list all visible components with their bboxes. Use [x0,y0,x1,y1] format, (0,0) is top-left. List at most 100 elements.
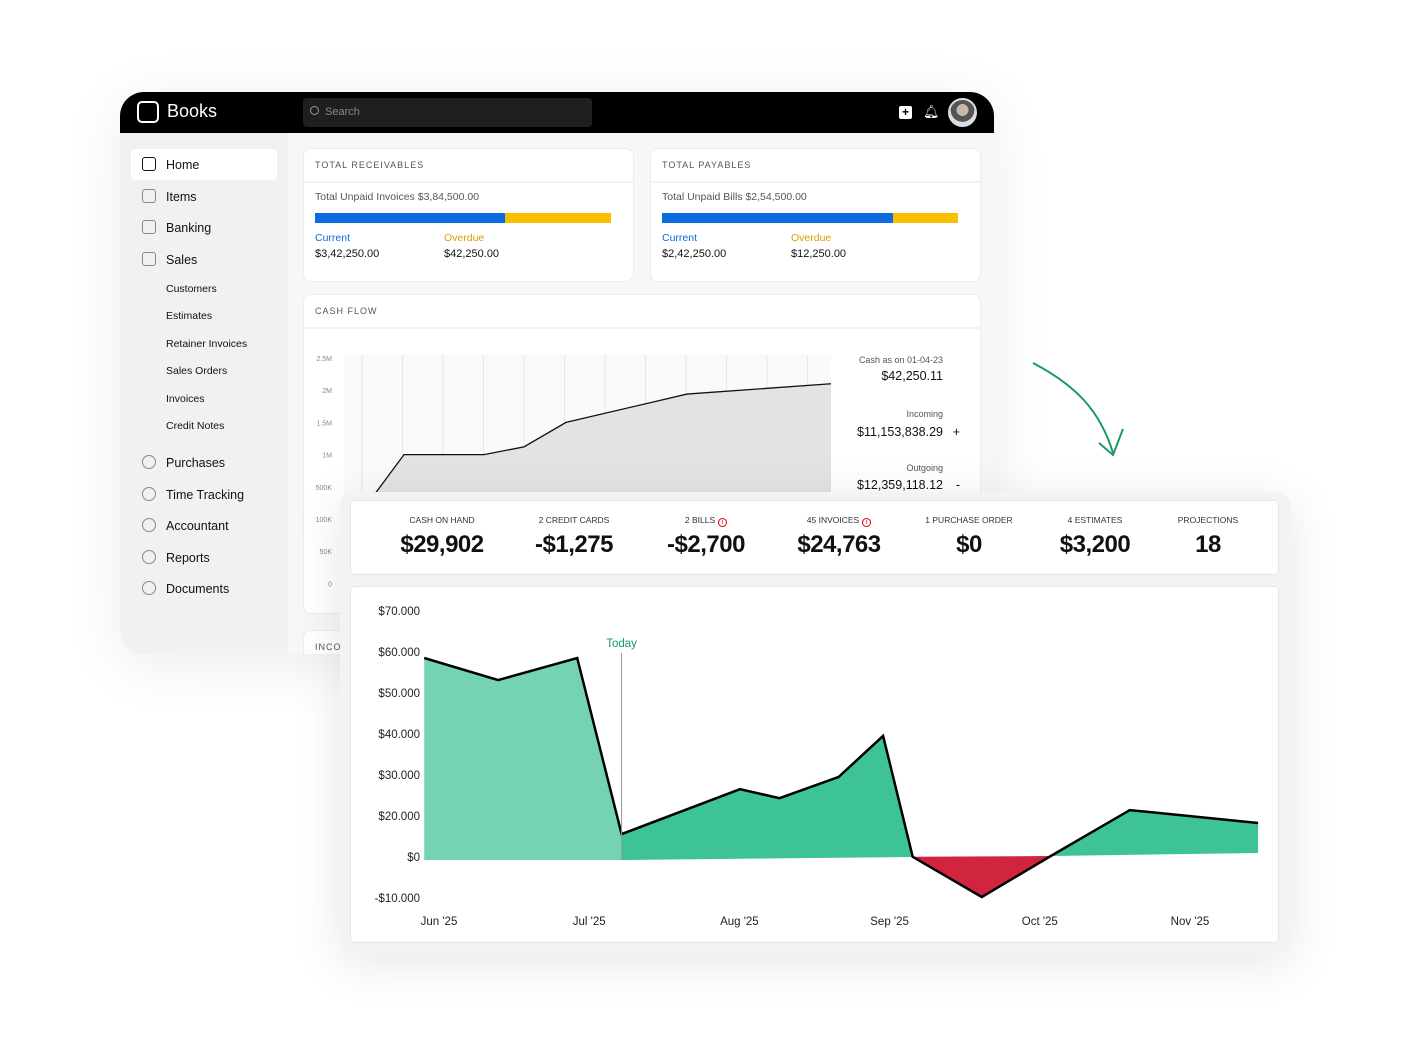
outgoing-label: Outgoing [906,463,943,473]
add-icon[interactable]: + [899,106,912,119]
unpaid-total: Total Unpaid Invoices $3,84,500.00 [315,191,480,203]
kpi-value: 18 [1195,531,1221,558]
x-tick-label: Jul '25 [573,916,606,928]
current-value: $2,42,250.00 [662,248,727,260]
x-tick-label: Jun '25 [421,916,458,928]
receivables-bar [315,213,611,223]
y-tick-label: 2.5M [316,356,332,363]
y-tick-label: 2M [322,388,332,395]
kpi-label: 45 INVOICES [806,515,860,525]
payables-bar [662,213,958,223]
sidebar-subitem[interactable]: Invoices [166,392,205,405]
info-icon[interactable]: i [862,518,872,527]
cash-flow-line [375,383,832,493]
kpi-2[interactable]: 2 BILLS i -$2,700 [636,515,776,559]
card-title: CASH FLOW [304,295,980,329]
unpaid-total: Total Unpaid Bills $2,54,500.00 [662,191,807,203]
kpi-6[interactable]: PROJECTIONS 18 [1138,515,1278,559]
sidebar-item-sales[interactable]: Sales [131,244,277,275]
y-tick-label: $20.000 [378,811,420,823]
today-label: Today [606,638,637,650]
bell-icon[interactable]: 🔔︎ [923,104,940,119]
kpi-value: $24,763 [797,531,881,558]
x-tick-label: Aug '25 [720,916,759,928]
current-label: Current [315,232,351,244]
sidebar-item-time-tracking[interactable]: Time Tracking [131,479,277,510]
kpi-value: $29,902 [400,531,484,558]
info-icon[interactable]: i [718,518,728,527]
x-tick-label: Oct '25 [1022,916,1058,928]
sidebar-subitem[interactable]: Estimates [166,310,213,323]
sidebar-item-accountant[interactable]: Accountant [131,510,277,541]
kpi-value: $3,200 [1059,531,1131,558]
sidebar-item-items[interactable]: Items [131,181,277,212]
y-tick-label: -$10.000 [375,893,420,905]
y-tick-label: $60.000 [378,647,420,659]
sidebar-subitem[interactable]: Sales Orders [166,365,228,378]
incoming-sign: + [952,425,960,439]
sidebar-item-label: Documents [166,582,230,596]
card-title: TOTAL PAYABLES [651,149,980,183]
kpi-label: PROJECTIONS [1177,515,1239,525]
kpi-3[interactable]: 45 INVOICES i $24,763 [769,515,909,559]
kpi-strip: CASH ON HAND $29,902 2 CREDIT CARDS -$1,275… [350,500,1279,575]
sidebar-item-label: Time Tracking [166,487,245,502]
sidebar-item-reports[interactable]: Reports [131,542,277,573]
y-tick-label: 1.5M [316,420,332,427]
card-title: INCO [315,642,342,652]
kpi-5[interactable]: 4 ESTIMATES $3,200 [1025,515,1165,559]
y-tick-label: 0 [328,581,332,588]
kpi-4[interactable]: 1 PURCHASE ORDER $0 [899,515,1039,559]
kpi-label: 2 CREDIT CARDS [538,515,610,525]
kpi-0[interactable]: CASH ON HAND $29,902 [372,515,512,559]
y-tick-label: 100K [316,517,333,524]
y-tick-label: $0 [407,852,420,864]
sidebar-item-home[interactable]: Home [131,149,277,180]
current-segment [662,213,893,223]
outgoing-sign: - [955,478,960,492]
y-tick-label: 500K [316,485,333,492]
sidebar-item-label: Banking [166,221,212,236]
cash-value: $42,250.11 [881,369,943,383]
avatar[interactable] [948,98,977,127]
search-placeholder: Search [325,106,360,118]
overdue-value: $42,250.00 [444,248,500,260]
books-logo-icon [137,101,159,123]
basket-icon [142,188,156,203]
projection-chart-card: $70.000 $60.000 $50.000 $40.000 $30.000 $20.0… [350,586,1279,943]
sidebar-item-banking[interactable]: Banking [131,212,277,243]
kpi-value: -$1,275 [535,531,613,558]
search-icon [310,106,319,115]
y-tick-label: 50K [320,549,333,556]
sidebar-item-label: Accountant [166,519,229,533]
clock-icon [142,486,156,501]
receivables-card: TOTAL RECEIVABLES Total Unpaid Invoices … [303,148,634,282]
kpi-label: CASH ON HAND [409,515,475,525]
y-tick-label: $70.000 [378,606,420,618]
sidebar-subitem[interactable]: Retainer Invoices [166,337,248,350]
app-name: Books [167,101,218,121]
payables-card: TOTAL PAYABLES Total Unpaid Bills $2,54,… [650,148,981,282]
top-bar: Books Search + 🔔︎ [120,92,994,133]
past-area [424,658,622,860]
sidebar-item-purchases[interactable]: Purchases [131,447,277,478]
sidebar-subitem[interactable]: Customers [166,283,217,295]
current-segment [315,213,505,223]
incoming-value: $11,153,838.29 [857,425,943,439]
arrow-icon [1032,362,1124,457]
sidebar-item-label: Sales [166,253,198,268]
positive-area [621,735,913,860]
person-icon [142,518,156,532]
kpi-label: 4 ESTIMATES [1067,515,1123,525]
projection-chart: $70.000 $60.000 $50.000 $40.000 $30.000 $20.0… [375,606,1259,928]
x-tick-label: Nov '25 [1171,916,1210,928]
kpi-label: 2 BILLS [684,515,716,525]
outgoing-value: $12,359,118.12 [857,478,943,492]
sidebar-subitem[interactable]: Credit Notes [166,420,225,432]
search-input[interactable]: Search [303,98,592,127]
sidebar-item-documents[interactable]: Documents [131,573,277,604]
store-icon [142,252,156,267]
kpi-1[interactable]: 2 CREDIT CARDS -$1,275 [504,515,644,559]
card-title: TOTAL RECEIVABLES [304,149,633,183]
document-icon [142,581,156,595]
